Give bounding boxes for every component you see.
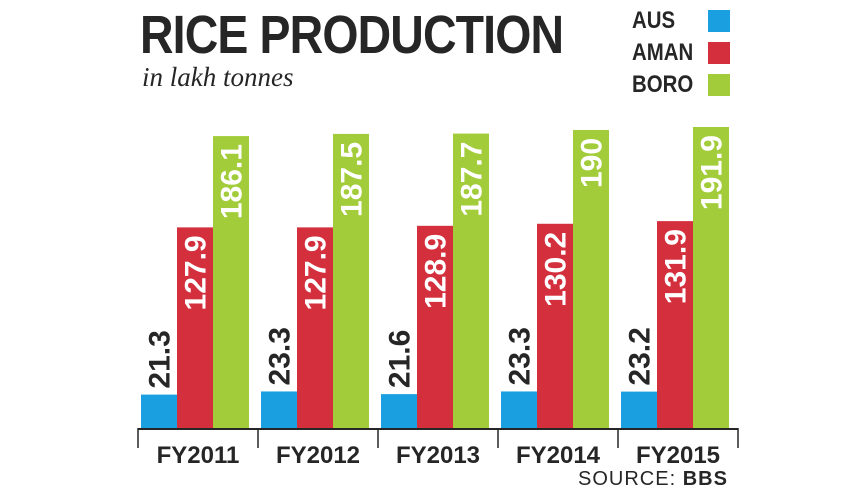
legend-item-aus: AUS [632,6,736,38]
value-label-aman-fy2014: 130.2 [540,232,573,307]
chart-subtitle: in lakh tonnes [142,62,294,92]
x-axis [137,428,739,448]
value-label-boro-fy2014: 190 [576,138,609,188]
legend-swatch-boro [708,74,730,96]
labels-group: 21.3127.9186.1FY201123.3127.9187.5FY2012… [144,135,729,469]
legend-label-aman: AMAN [632,39,694,66]
value-label-boro-fy2013: 187.7 [456,142,489,217]
value-label-aus-fy2014: 23.3 [504,327,537,385]
bar-aus-fy2012 [261,391,297,428]
bar-boro-fy2014 [573,129,609,428]
legend-item-aman: AMAN [632,38,736,70]
legend-label-boro: BORO [632,71,694,98]
bar-boro-fy2013 [453,133,489,428]
bar-boro-fy2015 [693,127,729,428]
bar-boro-fy2012 [333,133,369,429]
bar-aus-fy2014 [501,391,537,428]
bar-aus-fy2013 [381,394,417,428]
bar-aman-fy2015 [657,221,693,428]
source-prefix: SOURCE: [578,468,677,490]
source-name: BBS [682,468,728,490]
bar-aman-fy2011 [177,227,213,428]
value-label-aman-fy2013: 128.9 [420,234,453,309]
bar-aus-fy2011 [141,394,177,428]
value-label-boro-fy2015: 191.9 [696,135,729,210]
value-label-boro-fy2012: 187.5 [336,142,369,217]
value-label-aman-fy2011: 127.9 [180,235,213,310]
value-label-aus-fy2012: 23.3 [264,327,297,385]
legend: AUS AMAN BORO [632,6,736,102]
x-tick-label: FY2012 [276,442,360,469]
x-tick-label: FY2013 [396,442,480,469]
bar-aus-fy2015 [621,391,657,428]
bar-aman-fy2012 [297,227,333,428]
value-label-aman-fy2012: 127.9 [300,235,333,310]
bar-boro-fy2011 [213,136,249,428]
x-tick-label: FY2015 [636,442,720,469]
x-tick-label: FY2011 [157,442,240,469]
source-note: SOURCE: BBS [578,468,728,491]
legend-swatch-aus [708,10,730,32]
bar-aman-fy2014 [537,223,573,428]
value-label-aus-fy2015: 23.2 [624,327,657,385]
bars-group [141,127,729,429]
bar-aman-fy2013 [417,225,453,428]
value-label-boro-fy2011: 186.1 [216,144,249,219]
chart-title: RICE PRODUCTION [140,5,564,65]
legend-label-aus: AUS [632,7,676,34]
legend-swatch-aman [708,42,730,64]
legend-item-boro: BORO [632,70,736,102]
x-tick-label: FY2014 [516,442,601,469]
value-label-aman-fy2015: 131.9 [660,229,693,304]
value-label-aus-fy2011: 21.3 [144,330,177,388]
value-label-aus-fy2013: 21.6 [384,330,417,388]
